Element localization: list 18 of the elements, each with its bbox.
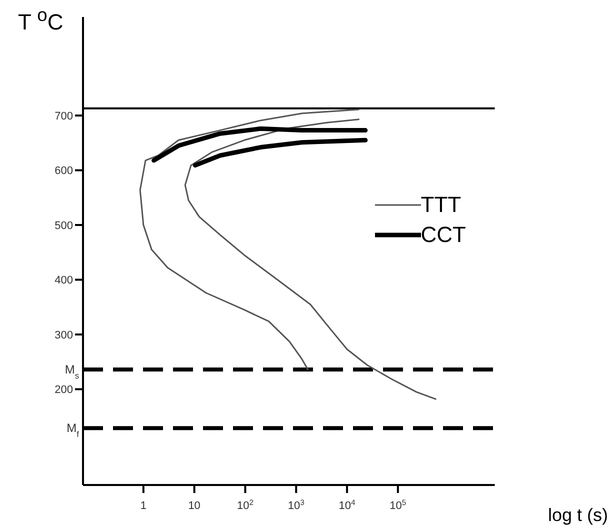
x-axis-title: log t (s): [548, 505, 608, 526]
x-tick-label: 10$^{2}$: [236, 498, 254, 512]
x-tick-label: 10$^{4}$: [338, 498, 356, 512]
y-tick-label: 300: [54, 329, 73, 342]
ref-line-label: M$_{f}$: [66, 421, 80, 440]
legend-label: TTT: [420, 192, 462, 218]
legend-label: CCT: [420, 222, 466, 248]
y-tick-label: 200: [54, 384, 73, 396]
y-tick-label: 700: [54, 110, 73, 122]
x-tick-label: 1: [140, 500, 146, 512]
ref-line-label: M$_{s}$: [64, 362, 79, 381]
y-tick-label: 400: [54, 274, 73, 287]
x-tick-label: 10$^{3}$: [288, 498, 304, 512]
x-tick-label: 10$^{5}$: [390, 498, 406, 512]
y-axis-title: T $^{o}$C: [18, 4, 64, 36]
x-tick-label: 10: [188, 500, 200, 512]
y-tick-label: 600: [54, 165, 73, 178]
y-tick-label: 500: [54, 220, 73, 232]
